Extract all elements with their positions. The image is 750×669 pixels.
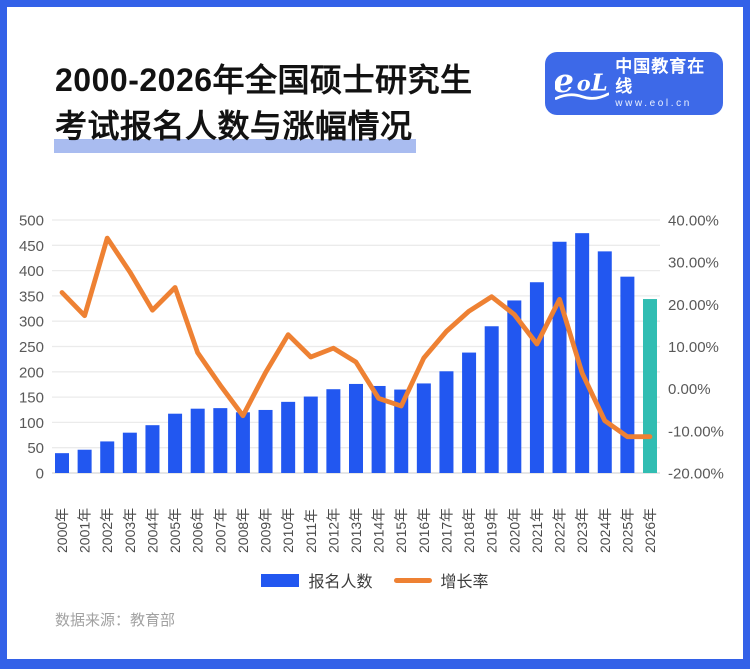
x-axis-label: 2000年 — [54, 508, 70, 553]
chart-legend: 报名人数 增长率 — [0, 568, 750, 592]
bar-2003年 — [122, 432, 137, 473]
x-axis-label: 2020年 — [506, 508, 522, 553]
left-axis-tick: 100 — [19, 415, 44, 432]
left-axis-tick: 200 — [19, 364, 44, 381]
bar-2021年 — [529, 282, 544, 473]
x-axis-label: 2021年 — [529, 508, 545, 553]
x-axis-label: 2023年 — [574, 508, 590, 553]
bar-2013年 — [349, 383, 363, 473]
legend-line-label: 增长率 — [440, 574, 489, 591]
bar-2002年 — [100, 441, 115, 473]
growth-rate-line — [59, 235, 653, 440]
bar-2018年 — [462, 352, 477, 473]
bar-2026年 — [643, 299, 657, 473]
x-axis-label: 2006年 — [190, 508, 206, 553]
x-axis-label: 2024年 — [597, 508, 613, 553]
x-axis-label: 2025年 — [619, 508, 635, 553]
eol-logo-icon: e o L — [555, 61, 610, 100]
x-axis-label: 2014年 — [371, 508, 387, 553]
left-axis-tick: 50 — [27, 440, 44, 457]
data-source-note: 数据来源：教育部 — [55, 612, 176, 629]
bar-2001年 — [77, 449, 92, 473]
bar-2009年 — [258, 409, 273, 473]
x-axis-label: 2015年 — [393, 508, 409, 553]
bar-2024年 — [597, 251, 612, 473]
svg-text:L: L — [590, 68, 608, 96]
right-axis-tick: -10.00% — [668, 423, 724, 440]
bar-2017年 — [439, 371, 454, 473]
right-axis-tick: 0.00% — [668, 381, 711, 398]
page-title-line1: 2000-2026年全国硕士研究生 — [55, 62, 473, 98]
x-axis-label: 2026年 — [642, 508, 658, 553]
bar-2007年 — [213, 408, 228, 473]
bar-2011年 — [303, 396, 318, 473]
right-axis-tick: -20.00% — [668, 466, 724, 483]
x-axis-label: 2017年 — [438, 508, 454, 553]
logo-text: 中国教育在线 www.eol.cn — [615, 57, 713, 110]
left-axis-tick: 500 — [19, 213, 44, 230]
x-axis-label: 2012年 — [325, 508, 341, 553]
x-axis-label: 2010年 — [280, 508, 296, 553]
right-axis-tick: 20.00% — [668, 297, 719, 314]
bar-2010年 — [281, 401, 296, 473]
right-axis-tick: 30.00% — [668, 255, 719, 272]
left-axis-tick: 150 — [19, 390, 44, 407]
x-axis-label: 2002年 — [99, 508, 115, 553]
bar-2016年 — [416, 383, 431, 473]
legend-bar-swatch — [261, 573, 300, 587]
x-axis-label: 2022年 — [552, 508, 568, 553]
left-axis-tick: 450 — [19, 238, 44, 255]
x-axis-label: 2019年 — [484, 508, 500, 553]
left-axis-tick: 300 — [19, 314, 44, 331]
bar-2022年 — [552, 241, 567, 473]
x-axis-label: 2005年 — [167, 508, 183, 553]
page-title: 2000-2026年全国硕士研究生 考试报名人数与涨幅情况 — [54, 57, 473, 153]
page-title-line2: 考试报名人数与涨幅情况 — [54, 103, 416, 153]
svg-text:e: e — [555, 61, 574, 100]
x-axis-label: 2001年 — [77, 508, 93, 553]
legend-bar-label: 报名人数 — [308, 574, 373, 591]
bar-2012年 — [326, 389, 341, 473]
x-axis-label: 2013年 — [348, 508, 364, 553]
bar-2004年 — [145, 425, 160, 473]
x-axis-label: 2003年 — [122, 508, 138, 553]
x-axis-label: 2011年 — [303, 509, 319, 553]
svg-text:o: o — [577, 70, 591, 95]
x-axis-label: 2009年 — [258, 508, 274, 553]
bar-2020年 — [507, 300, 522, 473]
left-axis-tick: 250 — [19, 339, 44, 356]
x-axis-label: 2007年 — [212, 508, 228, 553]
bar-2014年 — [371, 385, 386, 473]
logo-url-text: www.eol.cn — [615, 98, 692, 109]
bar-2005年 — [168, 413, 183, 473]
bar-2023年 — [575, 233, 590, 473]
left-axis-tick: 400 — [19, 263, 44, 280]
title-highlight — [54, 139, 416, 153]
legend-line-swatch — [393, 577, 432, 583]
right-axis-tick: 10.00% — [668, 339, 719, 356]
left-axis-tick: 0 — [36, 466, 44, 483]
bar-2015年 — [394, 389, 409, 473]
x-axis-label: 2004年 — [144, 508, 160, 553]
bar-2000年 — [55, 453, 69, 473]
left-axis-tick: 350 — [19, 288, 44, 305]
x-axis-label: 2016年 — [416, 508, 432, 553]
x-axis-label: 2018年 — [461, 508, 477, 553]
bar-2006年 — [190, 408, 205, 473]
right-axis-tick: 40.00% — [668, 213, 719, 230]
x-axis-label: 2008年 — [235, 508, 251, 553]
eol-logo: e o L 中国教育在线 www.eol.cn — [545, 52, 723, 115]
bar-2025年 — [620, 276, 635, 473]
logo-brand-text: 中国教育在线 — [615, 57, 706, 96]
bar-2008年 — [235, 412, 250, 473]
bar-2019年 — [484, 326, 499, 473]
